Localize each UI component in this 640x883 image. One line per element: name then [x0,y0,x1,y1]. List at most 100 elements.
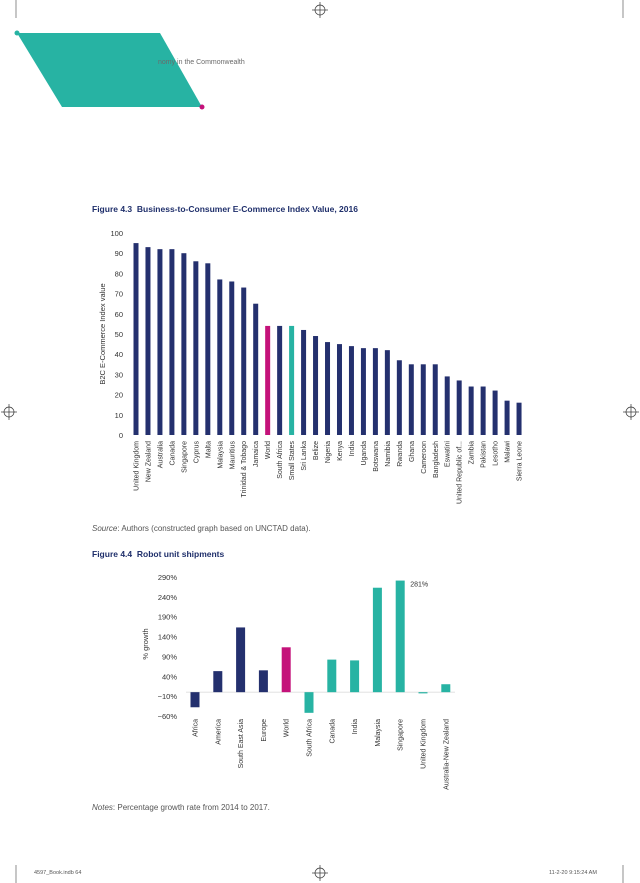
x-tick-label: India [352,719,359,734]
bar-africa [190,692,200,708]
x-tick-label: South Africa [307,719,314,757]
x-tick-label: United Kingdom [421,719,428,769]
y-tick-label: 20 [115,391,123,400]
registration-mark-top [312,2,328,18]
x-tick-label: Botswana [373,441,380,472]
header-parallelogram [17,33,202,107]
y-axis-title: B2C E-Commerce Index value [98,283,107,384]
y-tick-label: 100 [110,229,123,238]
registration-mark-right [623,404,639,420]
bar-united-kingdom [133,243,139,435]
bar-world [265,325,271,435]
annotation-label: 281% [410,582,428,589]
bar-malaysia [217,279,223,435]
x-tick-label: Lesotho [493,441,500,466]
x-tick-label: Singapore [181,441,188,473]
bar-singapore [181,253,187,435]
x-tick-label: United Kingdom [134,441,141,491]
y-tick-label: −60% [158,712,178,721]
bar-nigeria [325,342,331,435]
bar-new-zealand [145,247,151,435]
bar-belize [313,336,319,435]
x-tick-label: Kenya [337,441,344,461]
x-tick-label: Australia-New Zealand [443,719,450,790]
x-tick-label: Belize [313,441,320,460]
x-tick-label: Malawi [505,441,512,463]
bar-eswatini [444,376,450,435]
y-tick-label: 190% [158,613,178,622]
x-tick-label: Malaysia [217,441,224,469]
x-tick-label: Africa [193,719,200,737]
bar-south-east-asia [236,627,246,693]
x-tick-label: Uganda [361,441,368,466]
registration-mark-left [1,404,17,420]
x-tick-label: Singapore [398,719,405,751]
figure-4-3-label: Figure 4.3 [92,204,133,214]
x-tick-label: Malaysia [375,719,382,747]
bar-canada [169,249,175,435]
figure-4-4-title-text: Robot unit shipments [136,549,225,559]
x-tick-label: Sierra Leone [517,441,524,481]
bar-sri-lanka [301,329,307,435]
bar-world [281,647,291,693]
figure-4-4-notes: Notes: Percentage growth rate from 2014 … [92,803,270,812]
figure-4-3-title: Figure 4.3 Business-to-Consumer E-Commer… [92,204,358,214]
header-band [14,0,624,110]
x-tick-label: Australia [157,441,164,468]
bar-botswana [372,348,378,435]
y-tick-label: 50 [115,330,123,339]
x-tick-label: Eswatini [445,441,452,468]
bar-canada [327,659,337,693]
y-tick-label: 60 [115,310,123,319]
x-tick-label: South East Asia [238,719,245,769]
bar-america [213,671,223,693]
x-tick-label: United Republic of... [457,441,464,504]
x-tick-label: Bangladesh [433,441,440,478]
bar-india [348,346,354,435]
y-tick-label: 40 [115,350,123,359]
y-tick-label: 140% [158,633,178,642]
bar-kenya [336,344,342,435]
bar-jamaica [253,303,259,435]
x-tick-label: South Africa [277,441,284,479]
bar-europe [258,670,268,693]
x-tick-label: America [215,719,222,745]
bar-malaysia [372,587,382,693]
x-tick-label: Nigeria [325,441,332,463]
bar-rwanda [396,360,402,435]
bar-zambia [468,386,474,435]
bar-mauritius [229,281,235,435]
bar-uganda [360,348,366,435]
y-tick-label: −10% [158,692,178,701]
bar-australia-new-zealand [441,684,451,693]
bar-small-states [289,325,295,435]
figure-4-4-label: Figure 4.4 [92,549,133,559]
y-tick-label: 0 [119,431,123,440]
b2c-ecommerce-chart: 0 10 20 30 40 50 60 70 80 90 100 B2C E-Commerce Ind… [98,229,524,504]
x-tick-label: Trinidad & Tobago [241,441,248,498]
bar-united-republic-of- [456,380,462,435]
x-tick-label: World [284,719,291,737]
y-tick-label: 40% [162,672,177,681]
x-tick-label: Malta [205,441,212,458]
running-title: nomy in the Commonwealth [158,59,245,66]
x-tick-label: Mauritius [229,441,236,470]
bar-south-africa [277,325,283,435]
y-tick-label: 90% [162,652,177,661]
notes-text: : Percentage growth rate from 2014 to 20… [112,803,270,812]
bar-malawi [504,400,510,435]
bar-cameroon [420,364,426,435]
bar-sierra-leone [516,402,522,435]
x-tick-label: Jamaica [253,441,260,467]
y-tick-label: 90 [115,249,123,258]
x-tick-label: Ghana [409,441,416,462]
x-tick-label: Pakistan [481,441,488,468]
bar-bangladesh [432,364,438,435]
bar-south-africa [304,692,314,713]
footer-marks [15,865,624,883]
x-tick-label: Namibia [385,441,392,467]
bar-trinidad-tobago [241,287,247,435]
x-tick-label: World [265,441,272,459]
bar-pakistan [480,386,486,435]
footer-left: 4597_Book.indb 64 [34,870,82,876]
